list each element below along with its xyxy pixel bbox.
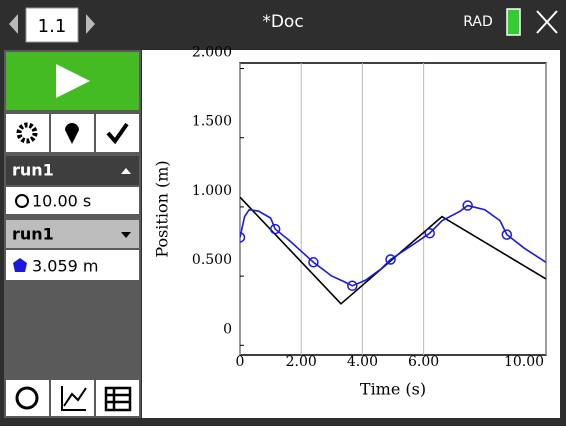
pin-icon [65,123,79,144]
play-icon [56,64,90,98]
plot-area [239,62,547,356]
run-value: 10.00 s [32,192,91,211]
close-button[interactable] [536,10,558,34]
meter-view-button[interactable] [6,380,49,416]
data-marker [269,223,281,235]
y-tick-label: 1.000 [192,183,232,199]
clock-icon [15,194,29,208]
meter-icon [15,386,39,410]
battery [506,8,521,36]
x-tick-label: 2.00 [286,354,317,370]
run-header[interactable] [6,220,139,248]
x-tick-label: 0 [236,354,245,370]
y-axis-label: Position (m) [153,160,172,257]
x-tick-label: 6.00 [408,354,439,370]
series-line [240,204,546,287]
keep-button[interactable] [96,114,139,152]
doc-title: *Doc [262,12,303,32]
graph-icon [61,386,87,411]
table-icon [104,386,132,412]
run-name: run1 [12,225,54,244]
run-value-row [6,250,139,280]
data-marker [501,229,513,240]
plot: 0 2.00 4.00 6.00 10.00 0 0.500 1.000 1.500 2.000 [192,45,547,370]
x-axis-label: Time (s) [360,380,426,399]
run-value: 3.059 m [32,257,98,276]
check-icon [106,122,129,145]
data-marker [462,200,473,211]
y-tick-label: 2.000 [192,45,232,61]
settings-button[interactable] [6,114,49,152]
series-line [240,196,546,305]
x-tick-label: 4.00 [347,354,378,370]
next-arrow[interactable] [86,14,95,34]
tab[interactable] [25,7,79,43]
expand-arrow [121,232,131,238]
data-marker [347,280,358,292]
settings-icon [16,122,38,144]
x-tick-label: 10.00 [504,354,544,370]
data-marker [240,232,246,243]
y-tick-label: 1.500 [192,114,232,130]
tab-label: 1.1 [38,16,67,37]
run-header[interactable] [6,156,139,185]
y-tick-label: 0.500 [192,252,232,268]
prev-arrow[interactable] [9,14,18,34]
sensor-icon [13,258,27,272]
run-name: run1 [12,161,54,180]
y-tick-label: 0 [223,321,232,337]
data-marker [308,257,319,268]
data-marker [385,254,396,265]
collapse-arrow [121,168,131,174]
angle-mode: RAD [463,14,493,30]
data-marker [424,227,435,239]
